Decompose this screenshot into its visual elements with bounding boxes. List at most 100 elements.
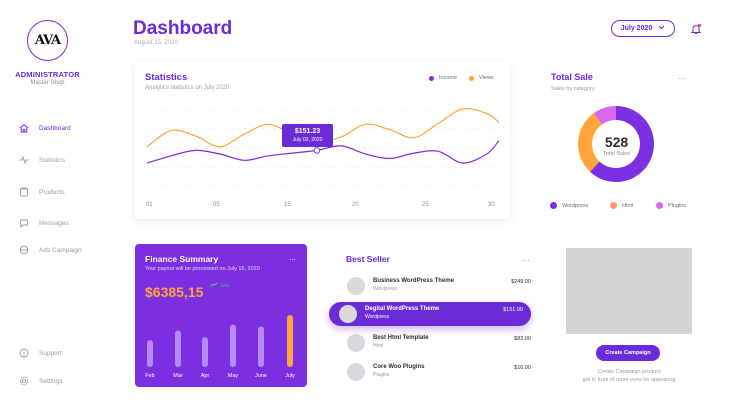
pie-legend-plugins: Plugins [656,202,686,209]
pie-legend-html: Html [610,202,633,209]
sidebar-item-messages[interactable]: Messages [19,218,69,228]
campaign-image-placeholder [566,248,692,334]
bar-june [258,326,264,367]
product-name: Core Woo Plugins [373,364,425,370]
product-category: Wordpress [365,314,390,320]
sidebar-item-support[interactable]: Support [19,348,62,358]
month-selector[interactable]: July 2020 [611,20,675,37]
legend-label: Wordpress [562,202,589,209]
logo[interactable]: AVA [27,20,68,61]
megaphone-icon [19,245,29,255]
logo-text: AVA [34,33,61,48]
x-tick-label: 15 [284,202,291,208]
product-price: $151.00 [503,307,523,313]
sidebar-item-settings[interactable]: Settings [19,376,63,386]
shop-name: Master Shop [30,80,65,86]
trend-up-icon [210,282,218,288]
month-selector-value: July 2020 [620,25,653,32]
finance-change-value: 10% [220,282,230,288]
product-category: Html [373,343,384,349]
finance-bar-chart: Feb Mar Apr May June July [145,315,295,379]
finance-title: Finance Summary [145,254,219,264]
x-tick-label: 25 [422,202,429,208]
create-campaign-button[interactable]: Create Campaign [596,345,660,361]
pulse-icon [19,155,29,165]
sidebar-item-label: Statistics [39,156,66,164]
product-thumbnail [347,277,365,295]
x-tick-label: 05 [213,202,220,208]
product-price: $249.00 [511,279,531,285]
gear-icon [19,376,29,386]
product-thumbnail [347,363,365,381]
legend-dot [656,202,663,209]
bar-july [287,315,293,367]
bar-feb [147,340,153,367]
donut-slice-wordpress [589,106,654,182]
sidebar-item-ads-campaign[interactable]: Ads Campaign [19,245,82,255]
product-thumbnail [339,305,357,323]
total-sale-subtitle: Sales by category [551,86,595,92]
sidebar-item-label: Support [39,349,62,357]
legend-dot [610,202,617,209]
chat-icon [19,218,29,228]
user-role: ADMINISTRATOR [15,70,80,79]
finance-more-icon[interactable]: ... [289,253,296,262]
best-seller-row[interactable]: Business WordPress Theme Wordpress $249.… [329,274,531,298]
bar-may [230,324,236,367]
tooltip-date: July 02, 2020 [292,137,323,143]
sidebar-item-label: Products [39,188,65,196]
chevron-down-icon [658,25,665,32]
bar-label: June [255,373,267,379]
sidebar-item-label: Messages [39,219,69,227]
legend-label: Plugins [668,202,687,209]
bell-icon[interactable] [690,22,702,34]
total-sale-value: 528 [604,134,629,150]
best-seller-row[interactable]: Core Woo Plugins Plugins $16.00 [329,360,531,384]
sidebar-item-label: Dashboard [39,124,71,132]
campaign-text-line2: get in front of more eyes be appearing [582,377,676,383]
legend-label: Views [479,75,494,81]
finance-amount: $6385,15 [145,284,204,300]
statistics-title: Statistics [145,72,188,83]
finance-summary-card: Feb Mar Apr May June July Finance Summary You… [135,244,307,387]
total-sale-title: Total Sale [551,72,593,82]
bar-apr [202,337,208,367]
product-category: Plugins [373,372,390,378]
tooltip-value: $151.23 [294,128,321,135]
sidebar-item-dashboard[interactable]: Dashboard [19,123,71,133]
statistics-subtitle: Analytics statistics on July 2020 [145,85,230,91]
pie-legend-wordpress: Wordpress [550,202,589,209]
bar-label: Feb [145,373,154,379]
best-seller-row-selected[interactable]: Degital WordPress Theme Wordpress $151.0… [329,302,531,326]
sidebar-item-statistics[interactable]: Statistics [19,155,65,165]
page-title: Dashboard [133,18,233,39]
legend-label: Income [439,75,458,81]
total-sale-donut [578,106,654,182]
bar-label: Apr [201,373,210,379]
legend-income: Income [429,75,457,81]
product-thumbnail [347,334,365,352]
legend-dot [429,75,434,81]
product-category: Wordpress [373,286,398,292]
bar-label: Mar [173,373,183,379]
bar-mar [175,330,181,367]
total-sale-more-icon[interactable]: ... [678,72,687,81]
product-name: Business WordPress Theme [373,278,454,284]
finance-subtitle: Your payout will be processed on July 15… [145,266,260,272]
donut-slice-html [578,113,603,172]
product-name: Degital WordPress Theme [365,306,440,312]
best-seller-row[interactable]: Best Html Template Html $82.00 [329,331,531,355]
best-seller-title: Best Seller [346,254,390,264]
best-seller-more-icon[interactable]: ... [522,254,531,263]
sidebar: AVA ADMINISTRATOR Master Shop Dashboard … [0,0,95,410]
sidebar-item-label: Ads Campaign [39,246,82,254]
box-icon [19,187,29,197]
product-name: Best Html Template [373,335,429,341]
sidebar-item-products[interactable]: Products [19,187,65,197]
info-icon [19,348,29,358]
chart-tooltip: $151.23 July 02, 2020 [282,124,333,147]
bar-label: May [228,373,239,379]
legend-label: Html [622,202,634,209]
product-price: $16.00 [514,365,531,371]
tooltip-marker[interactable] [313,147,321,154]
